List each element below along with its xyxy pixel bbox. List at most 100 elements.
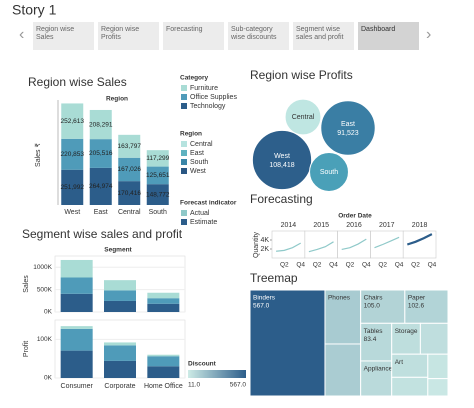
y-axis-label: Profit <box>23 341 30 357</box>
chart-title: Region wise Sales <box>28 75 127 89</box>
data-label: 167,026 <box>118 166 142 173</box>
bar-segment <box>104 342 136 346</box>
color-legend <box>188 370 246 378</box>
next-arrow[interactable]: › <box>426 26 432 43</box>
x-tick-label: Q2 <box>378 262 387 269</box>
treemap-cell <box>404 289 449 324</box>
legend-label: South <box>190 159 208 166</box>
legend-swatch <box>181 103 187 109</box>
chart-title: Forecasting <box>250 192 313 206</box>
legend-title: Discount <box>188 361 217 368</box>
bubble-label: Central <box>292 114 315 121</box>
bubble-label: East <box>341 121 355 128</box>
data-label: 251,992 <box>61 184 85 191</box>
bar-segment <box>147 303 180 312</box>
bar-segment <box>60 326 93 329</box>
x-tick-label: Home Office <box>144 383 183 390</box>
x-tick-label: South <box>149 209 167 216</box>
cell-label: Phones <box>328 295 351 302</box>
legend-label: East <box>190 150 204 157</box>
story-tab[interactable]: Region wise Sales <box>33 22 95 50</box>
cell-label: Appliances <box>364 366 397 373</box>
legend-label: West <box>190 168 206 175</box>
bubble <box>320 100 376 156</box>
cell-label: Paper <box>408 295 426 302</box>
data-label: 125,651 <box>146 172 170 179</box>
story-tab[interactable]: Sub-category wise discounts <box>228 22 290 50</box>
x-header: Segment <box>104 247 132 254</box>
x-tick-label: Q4 <box>296 262 305 269</box>
data-label: 102.6 <box>408 303 425 310</box>
treemap-cell <box>419 322 449 355</box>
cell-label: Art <box>395 359 404 366</box>
treemap-cell <box>249 289 326 397</box>
cell-label: Tables <box>364 328 384 335</box>
legend-swatch <box>181 168 187 174</box>
panel <box>271 230 306 259</box>
x-header: Region <box>106 96 128 103</box>
treemap-cell <box>391 322 421 355</box>
column-header: 2018 <box>412 222 428 229</box>
legend-tick-label: 567.0 <box>230 382 247 389</box>
column-header: 2016 <box>346 222 362 229</box>
cell-label: Storage <box>395 328 418 335</box>
x-tick-label: Corporate <box>104 383 135 390</box>
story-tab[interactable]: Segment wise sales and profit <box>293 22 355 50</box>
legend-title: Category <box>180 75 209 82</box>
bubble <box>284 98 322 136</box>
series-line <box>308 241 334 253</box>
bar-segment <box>61 103 84 139</box>
story-tab[interactable]: Forecasting <box>163 22 225 50</box>
legend-swatch <box>181 210 187 216</box>
bar-segment <box>147 298 180 304</box>
series-line <box>276 242 301 252</box>
bar-segment <box>60 259 93 278</box>
series-line <box>374 236 400 249</box>
bar-segment <box>118 181 141 205</box>
bar-segment <box>147 356 180 367</box>
data-label: 205,516 <box>89 150 113 157</box>
bar-segment <box>104 360 136 378</box>
data-label: 252,613 <box>61 118 85 125</box>
story-tab[interactable]: Region wise Profits <box>98 22 160 50</box>
data-label: 567.0 <box>253 303 270 310</box>
bar-segment <box>146 166 169 185</box>
panel <box>337 230 371 259</box>
x-tick-label: Q4 <box>395 262 404 269</box>
bubble <box>251 129 313 191</box>
bar-segment <box>104 300 136 312</box>
y-tick-label: 1000K <box>33 264 52 271</box>
bar-segment <box>60 328 93 351</box>
y-axis-label: Sales ₹ <box>34 143 42 167</box>
x-tick-label: Q2 <box>411 262 420 269</box>
bar-segment <box>89 109 112 140</box>
legend-label: Actual <box>190 210 210 217</box>
bar-segment <box>146 150 169 167</box>
bar-segment <box>89 139 112 168</box>
bar-segment <box>60 293 93 312</box>
column-header: 2015 <box>313 222 329 229</box>
panel <box>402 230 437 259</box>
story-title: Story 1 <box>12 2 57 18</box>
y-tick-label: 4K <box>260 237 269 244</box>
legend-tick-label: 11.0 <box>188 382 201 389</box>
data-label: 170,416 <box>118 190 142 197</box>
bubble-label: South <box>320 169 338 176</box>
prev-arrow[interactable]: ‹ <box>19 26 25 43</box>
bubble <box>309 152 349 192</box>
legend-swatch <box>181 150 187 156</box>
legend-swatch <box>181 85 187 91</box>
bar-segment <box>104 345 136 361</box>
data-label: 117,299 <box>146 155 169 162</box>
chart-title: Segment wise sales and profit <box>22 227 183 241</box>
legend-label: Central <box>190 141 213 148</box>
cell-label: Chairs <box>364 295 384 302</box>
x-tick-label: Q2 <box>346 262 355 269</box>
bar-segment <box>146 184 169 205</box>
x-tick-label: West <box>64 209 80 216</box>
story-tab[interactable]: Dashboard <box>358 22 420 50</box>
y-tick-label: 0K <box>44 309 53 316</box>
legend-title: Region <box>180 131 202 138</box>
bar-segment <box>60 277 93 294</box>
